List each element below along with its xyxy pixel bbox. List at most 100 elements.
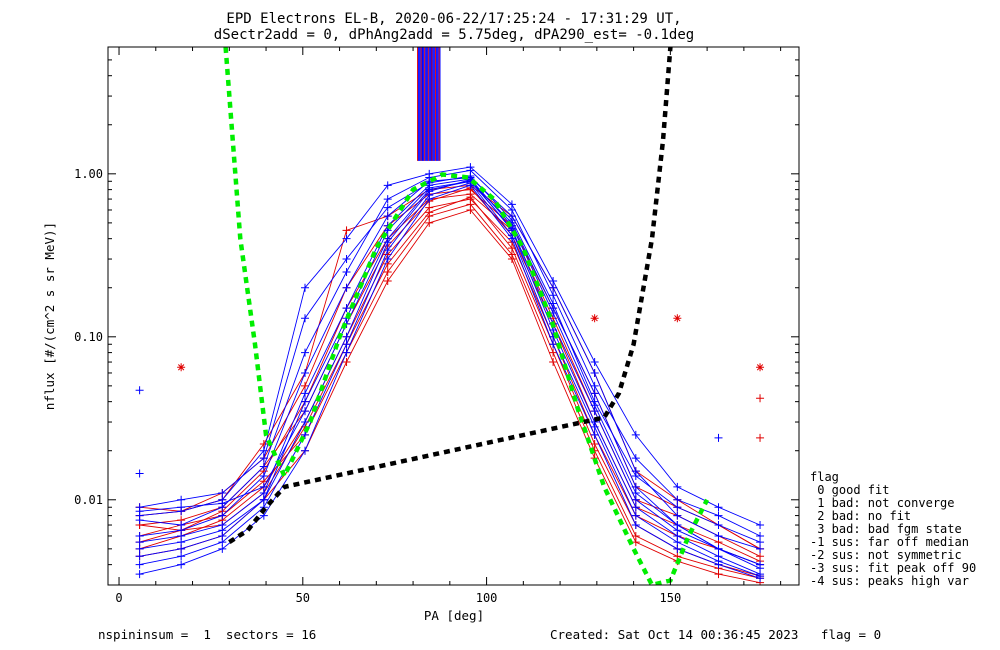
series-blue <box>135 177 765 569</box>
data-point <box>259 454 268 463</box>
fit-layer <box>223 47 710 585</box>
x-tick-label: 50 <box>296 591 310 605</box>
data-point <box>259 446 268 455</box>
data-point <box>342 358 351 367</box>
data-point <box>590 381 599 390</box>
data-point <box>756 521 765 530</box>
data-point <box>425 218 434 227</box>
series-line <box>139 180 761 569</box>
data-point <box>590 389 599 398</box>
legend-item: -2 sus: not symmetric <box>810 548 962 562</box>
data-point <box>631 495 640 504</box>
data-point <box>177 507 186 516</box>
isolated-point <box>673 314 682 323</box>
chart-title-line2: dSectr2add = 0, dPhAng2add = 5.75deg, dP… <box>214 27 694 43</box>
data-point <box>342 267 351 276</box>
data-point <box>301 381 310 390</box>
data-point <box>549 283 558 292</box>
series-red <box>135 190 765 561</box>
data-point <box>466 193 475 202</box>
isolated-point <box>135 469 144 478</box>
data-point <box>549 276 558 285</box>
series-line <box>139 179 761 575</box>
data-point <box>342 304 351 313</box>
data-point <box>673 544 682 553</box>
x-tick-label: 100 <box>476 591 498 605</box>
x-tick-label: 0 <box>115 591 122 605</box>
series-line <box>139 166 761 526</box>
data-point <box>383 238 392 247</box>
data-point <box>177 495 186 504</box>
data-point <box>631 471 640 480</box>
isolated-point <box>756 363 765 372</box>
y-tick-label: 1.00 <box>74 167 103 181</box>
series-blue <box>135 166 765 540</box>
legend-item: -1 sus: far off median <box>810 535 969 549</box>
data-point <box>549 291 558 300</box>
data-point <box>301 418 310 427</box>
data-point <box>756 538 765 547</box>
isolated-point <box>756 394 765 403</box>
data-point <box>507 244 516 253</box>
axis-ticks: 0 50 100 150 0.01 0.10 1.00 <box>74 46 799 605</box>
data-point <box>301 397 310 406</box>
data-point <box>383 203 392 212</box>
series-blue <box>135 173 765 553</box>
data-point <box>631 511 640 520</box>
peak-bundle <box>417 47 441 161</box>
series-line <box>139 193 761 557</box>
flag-legend: flag 0 good fit 1 bad: not converge 2 ba… <box>810 470 976 588</box>
data-point <box>135 538 144 547</box>
data-point <box>549 299 558 308</box>
data-point <box>135 570 144 579</box>
data-point <box>342 226 351 235</box>
data-point <box>507 224 516 233</box>
series-red <box>135 181 765 553</box>
data-point <box>466 163 475 172</box>
isolated-point <box>590 314 599 323</box>
plot-frame <box>107 46 800 586</box>
data-point <box>631 454 640 463</box>
data-point <box>259 495 268 504</box>
data-point <box>177 560 186 569</box>
series-line <box>139 184 761 550</box>
series-line <box>139 169 761 537</box>
data-point <box>549 340 558 349</box>
data-point <box>549 348 558 357</box>
isolated-point <box>756 433 765 442</box>
data-point <box>756 544 765 553</box>
data-point <box>135 552 144 561</box>
data-point <box>177 552 186 561</box>
data-point <box>631 521 640 530</box>
data-point <box>590 422 599 431</box>
data-point <box>177 521 186 530</box>
data-point <box>590 439 599 448</box>
data-point <box>466 205 475 214</box>
data-point <box>218 538 227 547</box>
data-point <box>673 526 682 535</box>
data-point <box>590 368 599 377</box>
data-point <box>342 283 351 292</box>
footer-left: nspininsum = 1 sectors = 16 <box>98 627 316 642</box>
data-point <box>342 348 351 357</box>
data-point <box>756 564 765 573</box>
data-point <box>135 511 144 520</box>
legend-item: 2 bad: no fit <box>810 509 911 523</box>
data-point <box>425 183 434 192</box>
data-point <box>631 538 640 547</box>
series-line <box>139 198 761 566</box>
fit-curve-green <box>223 47 710 585</box>
data-point <box>590 407 599 416</box>
legend-item: -4 sus: peaks high var <box>810 574 969 588</box>
legend-item: 3 bad: bad fgm state <box>810 522 962 536</box>
isolated-point <box>714 433 723 442</box>
data-point <box>342 332 351 341</box>
data-point <box>301 446 310 455</box>
data-point <box>259 462 268 471</box>
series-blue <box>135 163 765 530</box>
series-line <box>139 184 761 579</box>
data-point <box>259 471 268 480</box>
data-point <box>425 169 434 178</box>
series-line <box>139 182 761 577</box>
